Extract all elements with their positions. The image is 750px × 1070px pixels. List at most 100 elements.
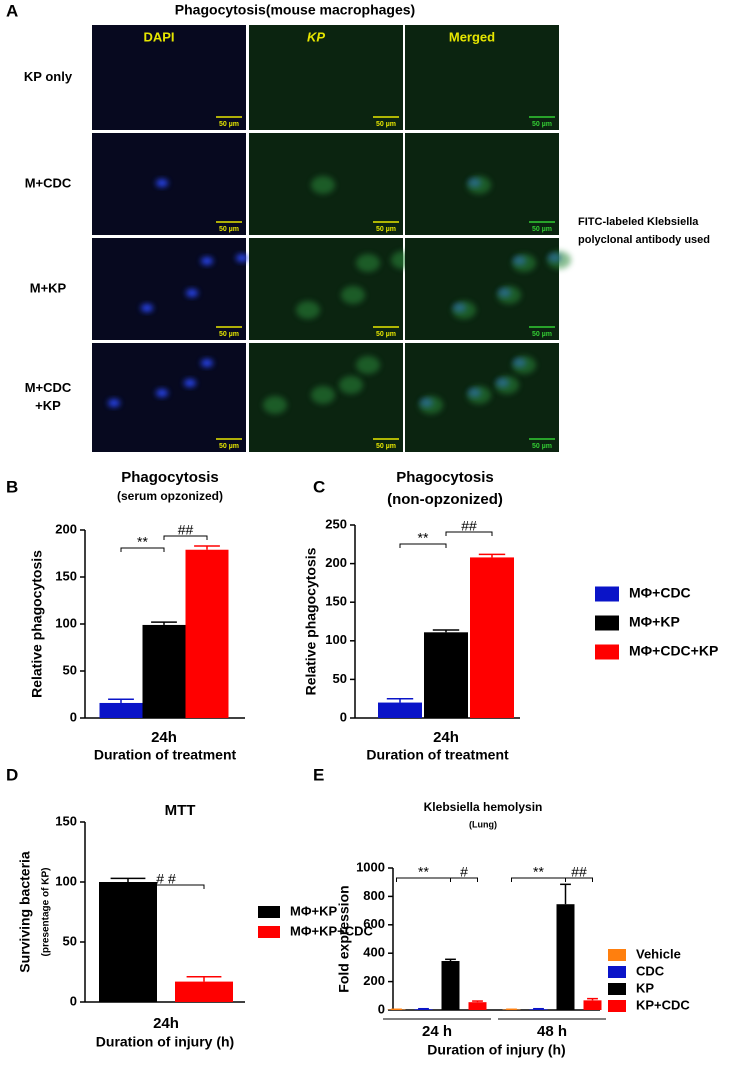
significance-bracket bbox=[163, 535, 208, 540]
y-tick-label: 250 bbox=[325, 516, 347, 531]
bacteria-signal bbox=[495, 376, 519, 394]
bacteria-signal bbox=[512, 356, 536, 374]
scale-bar-label: 50 µm bbox=[219, 443, 239, 450]
y-tick-label: 600 bbox=[363, 916, 385, 931]
y-tick-label: 200 bbox=[363, 973, 385, 988]
significance-label: ** bbox=[137, 534, 148, 550]
x-tick-label: 24h bbox=[151, 729, 177, 746]
y-tick-label: 200 bbox=[325, 555, 347, 570]
scale-bar-label: 50 µm bbox=[219, 226, 239, 233]
scale-bar-label: 50 µm bbox=[376, 121, 396, 128]
bacteria-signal bbox=[497, 286, 521, 304]
x-axis-label: Duration of injury (h) bbox=[96, 1034, 234, 1050]
significance-label: ## bbox=[178, 522, 194, 538]
panel-label: A bbox=[6, 1, 18, 20]
y-tick-label: 200 bbox=[55, 521, 77, 536]
significance-label: # # bbox=[156, 871, 176, 887]
bacteria-signal bbox=[467, 176, 491, 194]
row-label: M+CDC bbox=[25, 380, 72, 395]
y-tick-label: 0 bbox=[70, 993, 77, 1008]
scale-bar-label: 50 µm bbox=[532, 331, 552, 338]
significance-label: # bbox=[460, 864, 468, 880]
nucleus bbox=[236, 254, 248, 262]
bacteria-signal bbox=[467, 386, 491, 404]
x-axis-label: Duration of injury (h) bbox=[427, 1042, 565, 1058]
bar bbox=[175, 981, 233, 1002]
bar bbox=[185, 549, 229, 718]
x-tick-label: 48 h bbox=[537, 1023, 567, 1040]
nucleus bbox=[156, 179, 168, 187]
column-header: Merged bbox=[449, 29, 495, 44]
nucleus bbox=[141, 304, 153, 312]
significance-label: ## bbox=[461, 518, 477, 534]
panel-label: D bbox=[6, 765, 18, 784]
legend-swatch bbox=[258, 906, 280, 918]
bacteria-signal bbox=[356, 254, 380, 272]
note: FITC-labeled Klebsiella bbox=[578, 216, 699, 228]
nucleus bbox=[201, 257, 213, 265]
scale-bar-label: 50 µm bbox=[376, 331, 396, 338]
bar bbox=[378, 702, 422, 718]
chart-title: Klebsiella hemolysin bbox=[424, 800, 543, 814]
error-bar bbox=[418, 1007, 429, 1010]
significance-bracket bbox=[399, 543, 447, 548]
error-bar bbox=[110, 877, 146, 882]
nucleus bbox=[201, 359, 213, 367]
error-bar bbox=[194, 545, 220, 550]
bar bbox=[529, 1009, 548, 1010]
column-header: DAPI bbox=[143, 29, 174, 44]
bacteria-signal bbox=[311, 386, 335, 404]
legend-swatch bbox=[258, 926, 280, 938]
chart-title: MTT bbox=[165, 802, 196, 819]
error-bar bbox=[560, 883, 571, 905]
significance-bracket bbox=[445, 531, 493, 536]
legend-label: MΦ+KP bbox=[290, 903, 337, 918]
scale-bar-label: 50 µm bbox=[376, 226, 396, 233]
y-tick-label: 400 bbox=[363, 945, 385, 960]
y-tick-label: 100 bbox=[55, 615, 77, 630]
bar bbox=[468, 1002, 487, 1010]
error-bar bbox=[151, 621, 177, 625]
y-tick-label: 1000 bbox=[356, 859, 385, 874]
scale-bar-label: 50 µm bbox=[532, 443, 552, 450]
significance-bracket bbox=[120, 547, 165, 552]
bar bbox=[441, 961, 460, 1010]
y-axis-sublabel: (presentage of KP) bbox=[41, 868, 52, 957]
note: polyclonal antibody used bbox=[578, 234, 710, 246]
error-bar bbox=[478, 553, 506, 558]
y-axis-label: Relative phagocytosis bbox=[303, 547, 319, 695]
bar bbox=[99, 882, 157, 1002]
legend-label: MΦ+KP bbox=[629, 614, 680, 630]
bacteria-signal bbox=[263, 396, 287, 414]
significance-label: ** bbox=[533, 864, 544, 880]
chart-subtitle: (non-opzonized) bbox=[387, 491, 503, 508]
bacteria-signal bbox=[452, 301, 476, 319]
y-tick-label: 150 bbox=[325, 594, 347, 609]
nucleus bbox=[108, 399, 120, 407]
nucleus bbox=[184, 379, 196, 387]
y-tick-label: 150 bbox=[55, 813, 77, 828]
micrograph bbox=[249, 25, 403, 130]
micrograph bbox=[405, 238, 559, 340]
row-label: M+KP bbox=[30, 280, 67, 295]
column-header: KP bbox=[307, 29, 325, 44]
x-tick-label: 24h bbox=[433, 729, 459, 746]
bacteria-signal bbox=[341, 286, 365, 304]
scale-bar-label: 50 µm bbox=[532, 226, 552, 233]
bacteria-signal bbox=[419, 396, 443, 414]
error-bar bbox=[533, 1007, 544, 1010]
chart-title: Phagocytosis bbox=[121, 469, 219, 486]
scale-bar-label: 50 µm bbox=[376, 443, 396, 450]
bar bbox=[583, 1000, 602, 1010]
bacteria-signal bbox=[339, 376, 363, 394]
panel-label: E bbox=[313, 765, 324, 784]
x-tick-label: 24h bbox=[153, 1015, 179, 1032]
legend-label: KP+CDC bbox=[636, 997, 690, 1012]
y-axis-label: Surviving bacteria bbox=[17, 851, 33, 973]
error-bar bbox=[432, 629, 460, 633]
y-tick-label: 0 bbox=[378, 1001, 385, 1016]
bacteria-signal bbox=[547, 251, 571, 269]
legend-swatch bbox=[608, 1000, 626, 1012]
x-tick-label: 24 h bbox=[422, 1023, 452, 1040]
y-tick-label: 0 bbox=[70, 709, 77, 724]
